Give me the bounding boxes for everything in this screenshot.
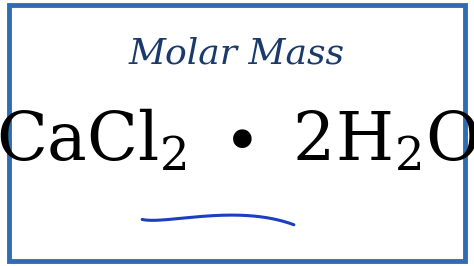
Text: Molar Mass: Molar Mass — [129, 36, 345, 70]
Text: $\mathregular{CaCl_2\ \bullet\ 2H_2O}$: $\mathregular{CaCl_2\ \bullet\ 2H_2O}$ — [0, 108, 474, 174]
